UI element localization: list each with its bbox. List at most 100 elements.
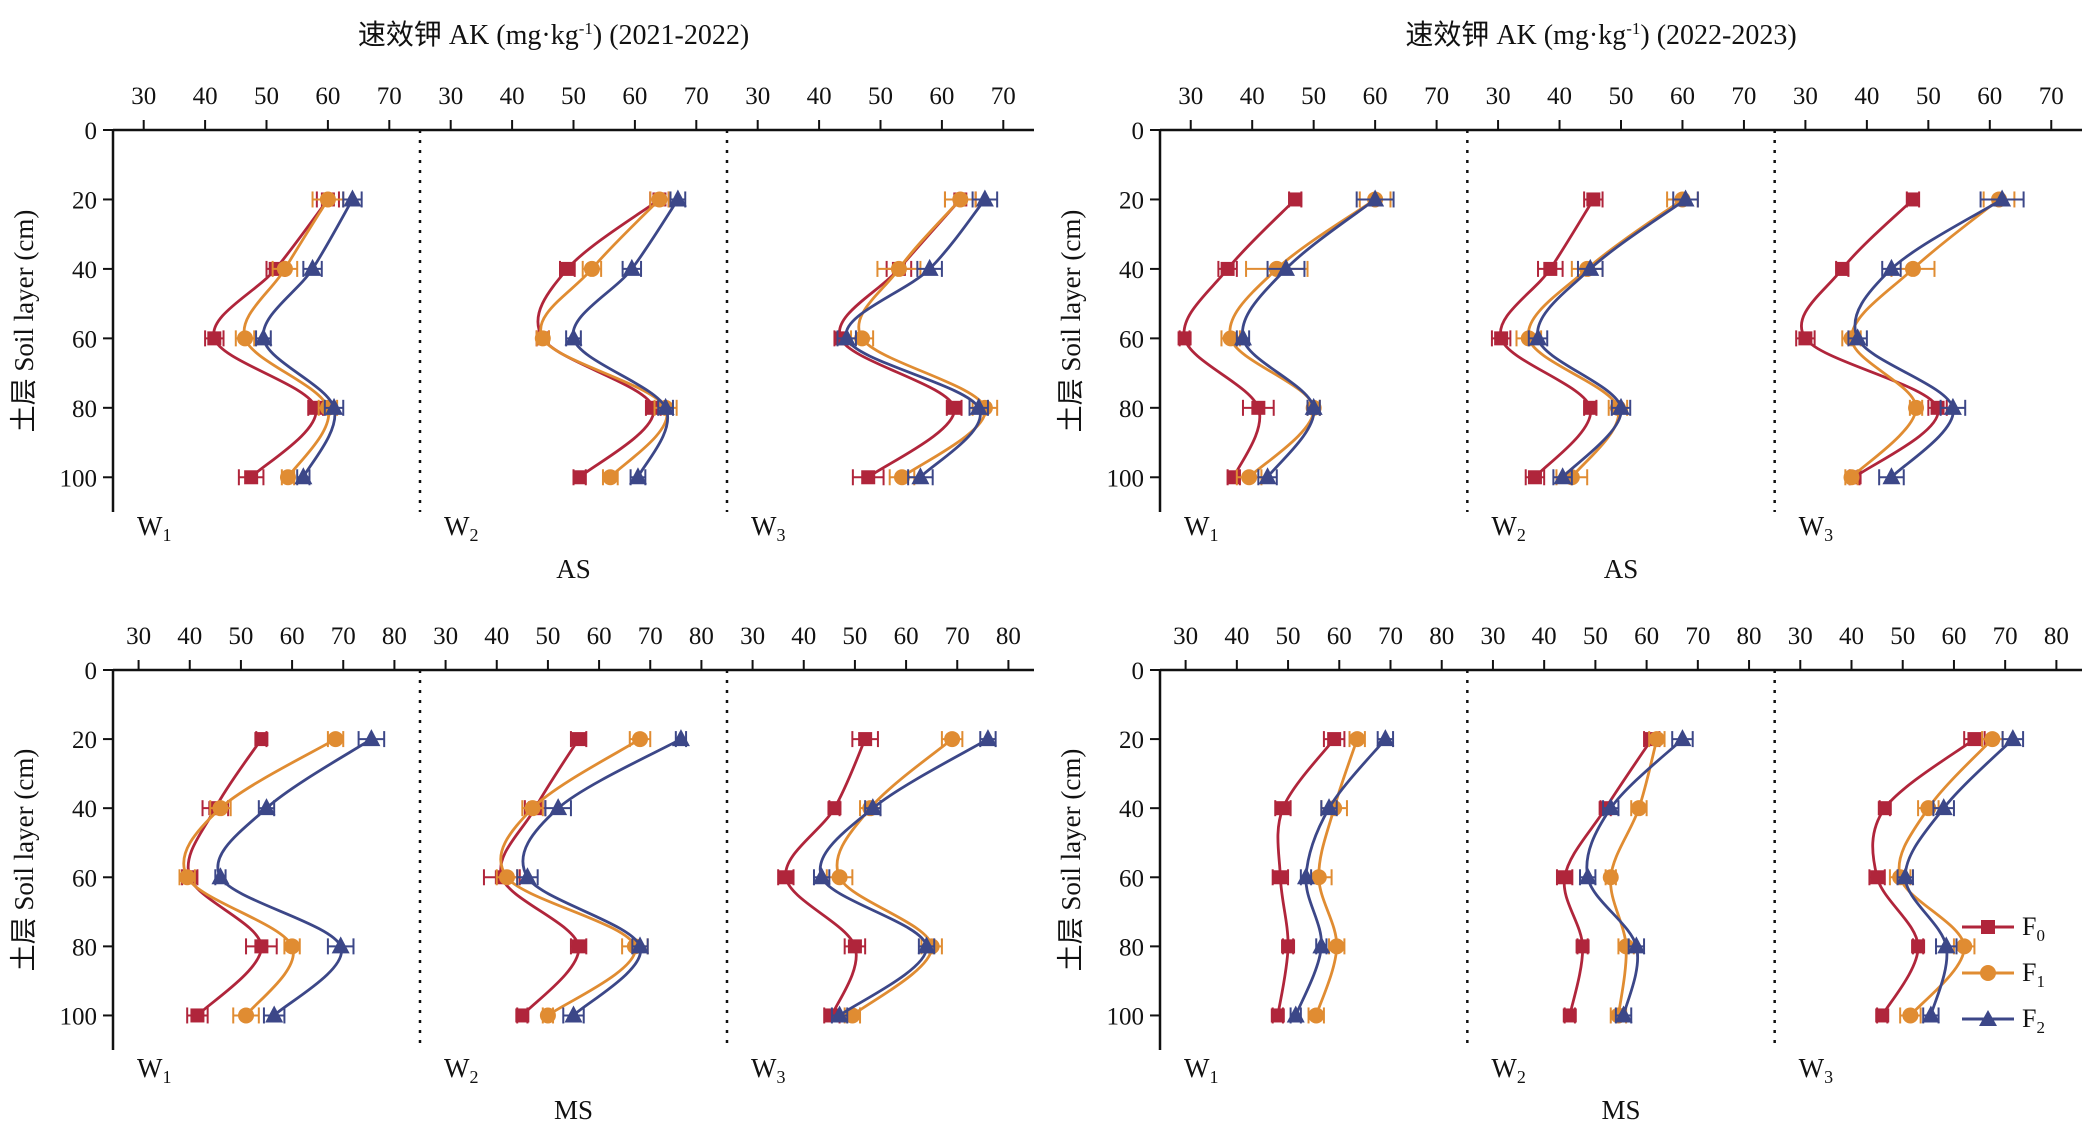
y-tick-label: 80 bbox=[1119, 396, 1144, 423]
x-tick-label: 30 bbox=[1486, 83, 1511, 110]
subpanel-label: W3 bbox=[1799, 1053, 1833, 1087]
x-tick-label: 60 bbox=[894, 623, 919, 650]
y-tick-label: 0 bbox=[85, 658, 98, 685]
data-point-f1 bbox=[524, 800, 541, 817]
data-point-f0 bbox=[1586, 192, 1601, 207]
data-point-f1 bbox=[1920, 800, 1937, 817]
x-tick-label: 30 bbox=[126, 623, 151, 650]
y-tick-label: 40 bbox=[1119, 257, 1144, 284]
y-tick-label: 100 bbox=[1107, 1003, 1145, 1030]
data-point-f1 bbox=[854, 330, 871, 347]
data-point-f0 bbox=[1275, 801, 1290, 816]
x-tick-label: 70 bbox=[1731, 83, 1756, 110]
x-tick-label: 50 bbox=[535, 623, 560, 650]
data-point-f1 bbox=[284, 938, 301, 955]
data-point-f2 bbox=[1896, 867, 1915, 885]
data-point-f1 bbox=[212, 800, 229, 817]
y-tick-label: 40 bbox=[1119, 796, 1144, 823]
panel-MS-2021-2022: 0 20 40 60 80 100 土层 Soil layer (cm) MS 30 40 50 60… bbox=[9, 623, 1034, 1125]
data-point-f0 bbox=[1557, 870, 1572, 885]
x-tick-label: 50 bbox=[254, 83, 279, 110]
x-tick-label: 50 bbox=[842, 623, 867, 650]
panel-MS-2022-2023: 0 20 40 60 80 100 土层 Soil layer (cm) MS 30 40 50 60… bbox=[1056, 623, 2082, 1125]
x-tick-label: 60 bbox=[1634, 623, 1659, 650]
data-point-f2 bbox=[668, 189, 687, 207]
data-point-f2 bbox=[1529, 328, 1548, 346]
data-point-f2 bbox=[549, 798, 568, 816]
data-point-f0 bbox=[560, 261, 575, 276]
legend-label-f0: F0 bbox=[2022, 912, 2045, 946]
data-point-f1 bbox=[319, 191, 336, 208]
data-point-f2 bbox=[1376, 729, 1395, 747]
data-point-f0 bbox=[1905, 192, 1920, 207]
y-tick-label: 100 bbox=[60, 1003, 98, 1030]
series-line-f1 bbox=[182, 737, 337, 1017]
data-point-f0 bbox=[1288, 192, 1303, 207]
data-point-f1 bbox=[651, 191, 668, 208]
data-point-f2 bbox=[1934, 798, 1953, 816]
y-tick-label: 100 bbox=[1107, 465, 1145, 492]
data-point-f0 bbox=[571, 939, 586, 954]
y-tick-label: 20 bbox=[1119, 727, 1144, 754]
data-point-f1 bbox=[1904, 260, 1921, 277]
x-tick-label: 40 bbox=[193, 83, 218, 110]
legend-swatch-f2 bbox=[1962, 1010, 2014, 1026]
subpanel-label: W1 bbox=[1184, 511, 1218, 545]
panel-title: 速效钾 AK (mg·kg-1) (2021-2022) bbox=[358, 19, 749, 51]
y-tick-label: 60 bbox=[72, 865, 97, 892]
data-point-f2 bbox=[628, 467, 647, 485]
data-point-f2 bbox=[975, 189, 994, 207]
y-tick-label: 80 bbox=[72, 396, 97, 423]
x-tick-label: 60 bbox=[1670, 83, 1695, 110]
data-point-f1 bbox=[534, 330, 551, 347]
data-point-f2 bbox=[1882, 258, 1901, 276]
data-point-f0 bbox=[1270, 1008, 1285, 1023]
data-point-f0 bbox=[515, 1008, 530, 1023]
group-label: MS bbox=[554, 1095, 593, 1125]
legend-swatch-f0 bbox=[1962, 920, 2014, 934]
data-point-f1 bbox=[1241, 469, 1258, 486]
legend-item-f0: F0 bbox=[1960, 912, 2080, 945]
y-tick-label: 60 bbox=[1119, 865, 1144, 892]
series-line-f1 bbox=[857, 198, 987, 479]
legend-label-f2: F2 bbox=[2022, 1004, 2045, 1038]
x-tick-label: 40 bbox=[791, 623, 816, 650]
y-tick-label: 0 bbox=[1132, 658, 1145, 685]
x-tick-label: 60 bbox=[1977, 83, 2002, 110]
data-point-f2 bbox=[265, 1005, 284, 1023]
y-axis-label: 土层 Soil layer (cm) bbox=[1056, 749, 1086, 972]
y-tick-label: 40 bbox=[72, 796, 97, 823]
data-point-f2 bbox=[837, 328, 856, 346]
x-tick-label: 70 bbox=[1685, 623, 1710, 650]
y-tick-label: 60 bbox=[72, 326, 97, 353]
data-point-f0 bbox=[1281, 939, 1296, 954]
data-point-f2 bbox=[656, 397, 675, 415]
data-point-f0 bbox=[1251, 400, 1266, 415]
data-point-f2 bbox=[1258, 467, 1277, 485]
x-tick-label: 70 bbox=[945, 623, 970, 650]
data-point-f2 bbox=[1304, 397, 1323, 415]
data-point-f2 bbox=[1627, 936, 1646, 954]
data-point-f2 bbox=[1320, 798, 1339, 816]
data-point-f2 bbox=[1993, 189, 2012, 207]
series-line-f1 bbox=[1850, 198, 2000, 479]
x-tick-label: 30 bbox=[1480, 623, 1505, 650]
data-point-f2 bbox=[622, 258, 641, 276]
data-point-f2 bbox=[2003, 729, 2022, 747]
data-point-f0 bbox=[1583, 400, 1598, 415]
subpanel-label: W1 bbox=[137, 511, 171, 545]
data-point-f0 bbox=[1327, 732, 1342, 747]
data-point-f1 bbox=[498, 869, 515, 886]
data-point-f2 bbox=[1578, 867, 1597, 885]
data-point-f2 bbox=[362, 729, 381, 747]
data-point-f2 bbox=[1601, 798, 1620, 816]
data-point-f1 bbox=[1308, 1007, 1325, 1024]
x-tick-label: 60 bbox=[622, 83, 647, 110]
data-point-f2 bbox=[1943, 397, 1962, 415]
data-point-f2 bbox=[1612, 397, 1630, 415]
x-tick-label: 60 bbox=[1363, 83, 1388, 110]
x-tick-label: 50 bbox=[1609, 83, 1634, 110]
x-tick-label: 50 bbox=[561, 83, 586, 110]
data-point-f2 bbox=[969, 397, 988, 415]
x-tick-label: 80 bbox=[382, 623, 407, 650]
